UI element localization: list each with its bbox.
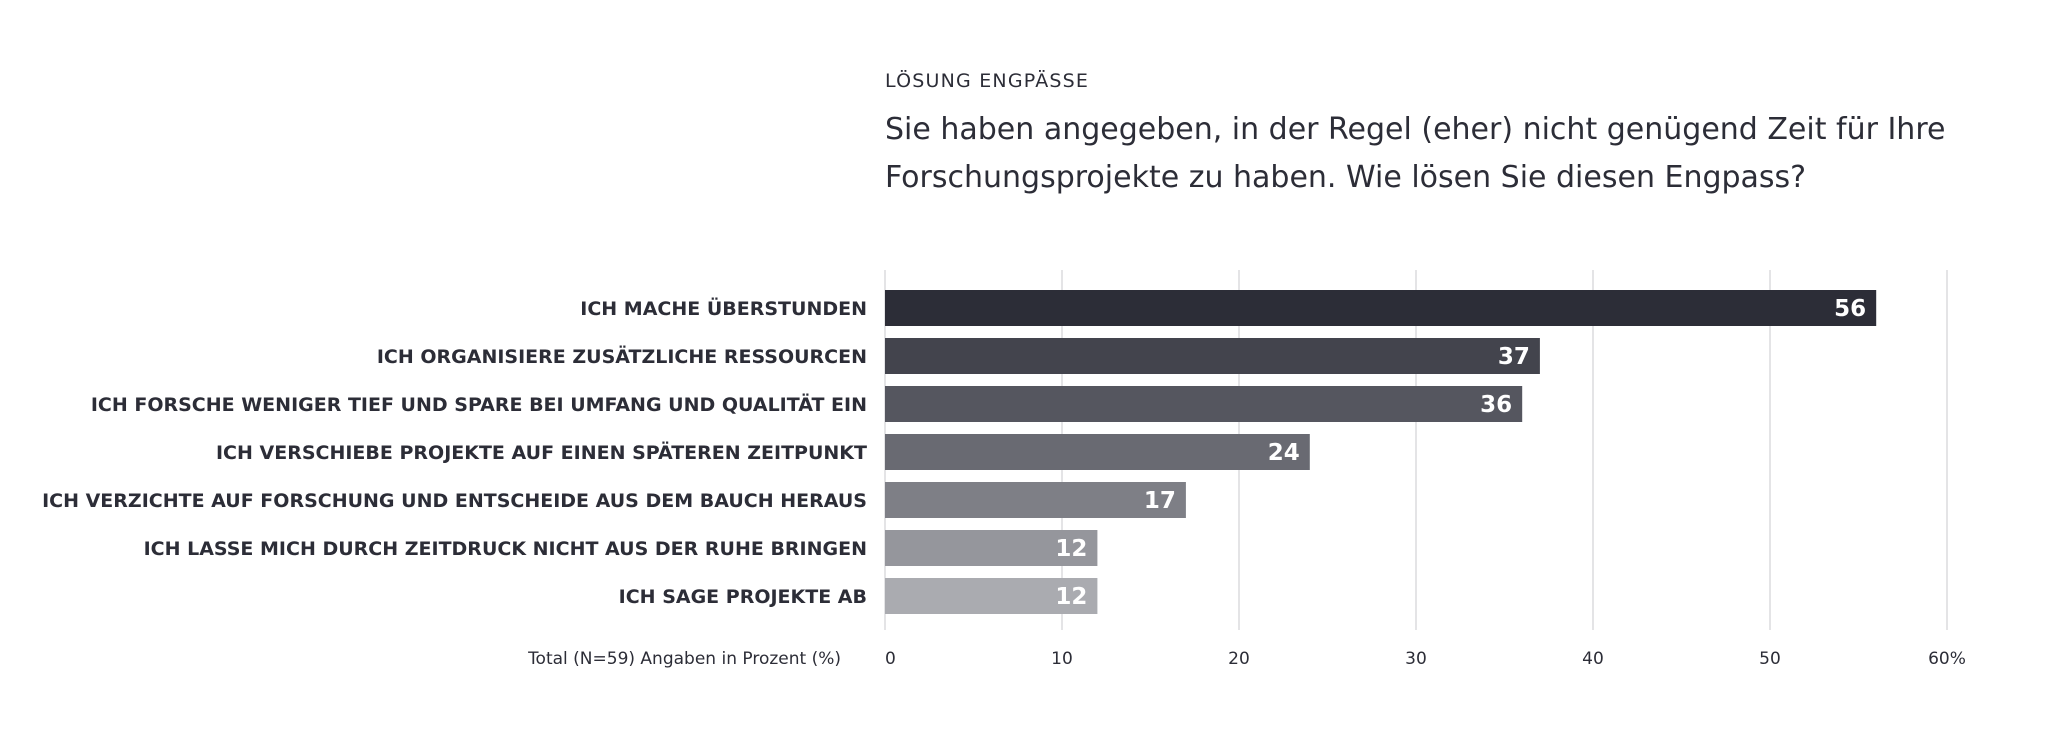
value-label: 36 xyxy=(1480,392,1512,418)
value-label: 12 xyxy=(1055,584,1087,610)
x-tick-label: 0 xyxy=(885,649,896,669)
category-labels: ICH MACHE ÜBERSTUNDEN ICH ORGANISIERE ZUS… xyxy=(42,296,867,608)
bar xyxy=(885,482,1186,518)
chart-kicker: LÖSUNG ENGPÄSSE xyxy=(885,70,1090,92)
category-label: ICH VERZICHTE AUF FORSCHUNG UND ENTSCHEI… xyxy=(42,490,867,512)
value-label: 37 xyxy=(1498,344,1530,370)
x-tick-label: 60% xyxy=(1928,649,1966,669)
category-label: ICH MACHE ÜBERSTUNDEN xyxy=(580,296,867,320)
bar xyxy=(885,338,1540,374)
chart-header: LÖSUNG ENGPÄSSE Sie haben angegeben, in … xyxy=(885,70,2035,202)
bars xyxy=(885,290,1877,614)
x-tick-label: 20 xyxy=(1228,649,1250,669)
x-tick-label: 30 xyxy=(1405,649,1427,669)
bar xyxy=(885,290,1877,326)
bar xyxy=(885,434,1310,470)
category-label: ICH SAGE PROJEKTE AB xyxy=(619,586,867,608)
x-tick-label: 40 xyxy=(1582,649,1604,669)
bar xyxy=(885,386,1523,422)
x-axis-note: Total (N=59) Angaben in Prozent (%) xyxy=(527,649,841,669)
category-label: ICH VERSCHIEBE PROJEKTE AUF EINEN SPÄTER… xyxy=(216,440,867,464)
value-labels: 56 37 36 24 17 12 12 xyxy=(1055,296,1866,610)
x-axis-ticks: 0 10 20 30 40 50 60% xyxy=(885,649,1966,669)
category-label: ICH FORSCHE WENIGER TIEF UND SPARE BEI U… xyxy=(91,392,867,416)
x-tick-label: 50 xyxy=(1759,649,1781,669)
value-label: 24 xyxy=(1268,440,1300,466)
value-label: 17 xyxy=(1144,488,1176,514)
x-tick-label: 10 xyxy=(1051,649,1073,669)
chart-question: Sie haben angegeben, in der Regel (eher)… xyxy=(885,112,1946,195)
category-label: ICH LASSE MICH DURCH ZEITDRUCK NICHT AUS… xyxy=(144,538,867,560)
bar xyxy=(885,578,1098,614)
category-label: ICH ORGANISIERE ZUSÄTZLICHE RESSOURCEN xyxy=(377,344,867,368)
value-label: 56 xyxy=(1834,296,1866,322)
value-label: 12 xyxy=(1055,536,1087,562)
bar xyxy=(885,530,1098,566)
